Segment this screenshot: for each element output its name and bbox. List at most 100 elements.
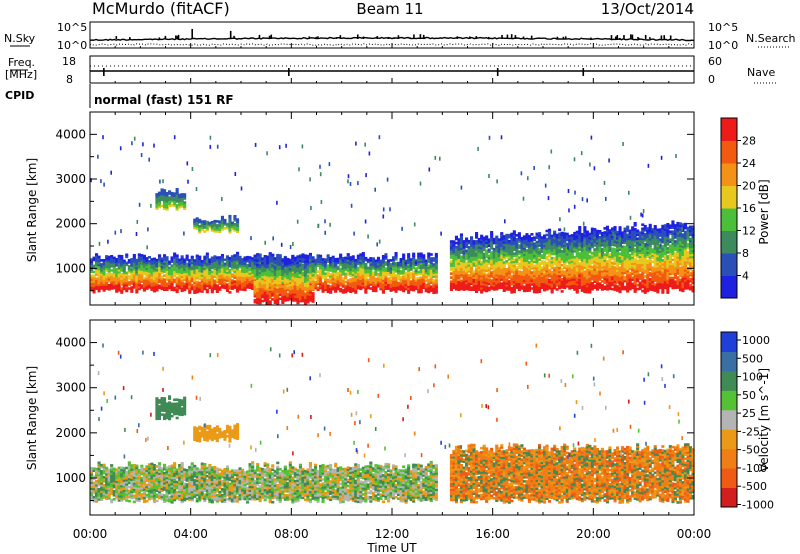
heatmap-cell: [276, 280, 280, 283]
heatmap-cell: [276, 290, 280, 293]
heatmap-cell: [266, 294, 270, 297]
heatmap-cell: [419, 254, 423, 258]
heatmap-cell: [341, 261, 345, 264]
heatmap-cell: [120, 277, 124, 280]
heatmap-cell: [175, 290, 179, 294]
heatmap-cell: [233, 254, 237, 257]
heatmap-cell: [271, 280, 275, 283]
heatmap-cell: [208, 284, 212, 288]
heatmap-cell: [223, 258, 227, 262]
heatmap-cell: [152, 263, 156, 267]
heatmap-cell: [354, 265, 358, 268]
heatmap-cell: [452, 252, 456, 255]
heatmap-cell: [485, 261, 489, 265]
heatmap-cell: [495, 235, 499, 239]
heatmap-cell: [475, 264, 479, 267]
heatmap-cell: [261, 285, 265, 289]
heatmap-cell: [198, 220, 202, 224]
heatmap-cell: [404, 271, 408, 275]
heatmap-cell: [331, 259, 335, 263]
heatmap-cell: [361, 262, 365, 265]
heatmap-cell: [482, 274, 486, 278]
heatmap-cell: [399, 264, 403, 267]
heatmap-cell: [434, 273, 438, 276]
heatmap-cell: [427, 274, 431, 278]
heatmap-cell: [105, 257, 109, 260]
heatmap-cell: [220, 268, 224, 271]
heatmap-cell: [241, 268, 245, 271]
heatmap-cell: [361, 276, 365, 279]
heatmap-cell: [160, 204, 164, 208]
heatmap-cell: [220, 258, 224, 261]
heatmap-cell: [369, 267, 373, 270]
heatmap-cell: [379, 277, 383, 281]
heatmap-cell: [407, 259, 411, 262]
heatmap-cell: [150, 286, 154, 289]
heatmap-cell: [230, 273, 234, 276]
heatmap-cell: [248, 280, 252, 283]
heatmap-cell: [477, 266, 481, 269]
heatmap-cell: [366, 266, 370, 270]
heatmap-cell: [477, 258, 481, 261]
heatmap-cell: [487, 262, 491, 266]
heatmap-cell: [366, 280, 370, 284]
heatmap-cell: [487, 240, 491, 243]
heatmap-cell: [306, 282, 310, 286]
heatmap-cell: [228, 222, 232, 226]
heatmap-cell: [150, 274, 154, 277]
heatmap-cell: [155, 203, 159, 206]
heatmap-cell: [434, 283, 438, 286]
heatmap-cell: [429, 285, 433, 288]
heatmap-cell: [112, 266, 116, 270]
heatmap-cell: [351, 267, 355, 270]
heatmap-cell: [366, 268, 370, 272]
heatmap-cell: [341, 271, 345, 274]
heatmap-cell: [356, 272, 360, 276]
heatmap-cell: [107, 263, 111, 267]
heatmap-cell: [381, 287, 385, 290]
heatmap-cell: [331, 275, 335, 279]
heatmap-cell: [432, 257, 436, 260]
heatmap-cell: [495, 287, 499, 291]
heatmap-cell: [95, 283, 99, 286]
heatmap-cell: [170, 286, 174, 290]
heatmap-cell: [387, 277, 391, 280]
heatmap-cell: [178, 264, 182, 268]
heatmap-cell: [100, 281, 104, 284]
heatmap-cell: [266, 257, 270, 261]
heatmap-cell: [168, 204, 172, 207]
heatmap-cell: [497, 270, 501, 274]
heatmap-cell: [429, 253, 433, 256]
heatmap-cell: [301, 293, 305, 297]
heatmap-cell: [230, 281, 234, 284]
heatmap-cell: [102, 263, 106, 266]
heatmap-cell: [470, 260, 474, 263]
heatmap-cell: [480, 287, 484, 290]
heatmap-cell: [424, 279, 428, 283]
heatmap-cell: [417, 256, 421, 260]
heatmap-cell: [364, 287, 368, 290]
heatmap-cell: [371, 283, 375, 286]
heatmap-cell: [497, 268, 501, 272]
heatmap-cell: [397, 281, 401, 285]
heatmap-cell: [308, 293, 312, 296]
heatmap-cell: [120, 273, 124, 276]
heatmap-cell: [397, 277, 401, 281]
heatmap-cell: [472, 240, 476, 243]
heatmap-cell: [228, 258, 232, 262]
heatmap-cell: [178, 278, 182, 282]
heatmap-cell: [336, 273, 340, 277]
heatmap-cell: [412, 272, 416, 276]
heatmap-cell: [230, 267, 234, 270]
heatmap-cell: [470, 240, 474, 243]
heatmap-cell: [193, 279, 197, 282]
heatmap-cell: [137, 261, 141, 264]
heatmap-cell: [225, 261, 229, 264]
heatmap-cell: [185, 256, 189, 260]
heatmap-cell: [115, 272, 119, 275]
heatmap-cell: [102, 289, 106, 292]
heatmap-cell: [208, 272, 212, 275]
heatmap-cell: [178, 270, 182, 274]
heatmap-cell: [276, 298, 280, 301]
noise-right-tick-bottom: 10^0: [708, 39, 738, 52]
